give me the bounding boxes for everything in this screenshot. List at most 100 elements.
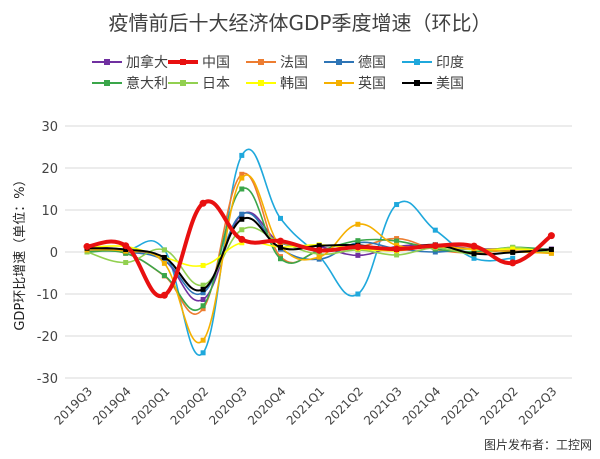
x-tick-label: 2020Q1 [129,384,173,428]
legend-marker [414,80,420,86]
data-point [394,236,400,242]
data-point [278,215,283,221]
legend-marker [104,59,110,65]
y-tick-label: 10 [41,204,58,219]
data-point [161,257,167,263]
legend-label: 英国 [358,75,386,92]
data-point [239,216,245,222]
legend-label: 韩国 [280,76,308,92]
legend-marker [104,80,110,86]
legend-label: 意大利 [126,75,168,92]
data-point [355,291,361,297]
data-point [239,186,245,192]
data-point [200,303,206,309]
data-point [355,252,361,258]
legend-marker [180,80,186,86]
legend-label: 印度 [436,55,464,71]
data-point [238,235,246,243]
data-point [432,227,438,233]
data-point [239,211,245,217]
legend-label: 中国 [202,55,230,71]
x-tick-label: 2022Q2 [477,384,521,428]
data-point [239,171,245,177]
data-point [470,242,478,250]
data-point [547,232,555,240]
x-tick-label: 2019Q4 [90,384,134,428]
y-tick-label: -10 [37,288,58,303]
x-tick-label: 2020Q4 [245,384,289,428]
data-point [199,199,207,207]
data-point [277,237,284,245]
data-point [278,244,283,250]
data-point [200,296,206,302]
data-point [510,249,516,255]
data-point [510,246,516,252]
legend-marker [258,59,264,65]
x-tick-label: 2019Q3 [52,384,96,428]
data-point [278,256,283,262]
data-point [355,238,361,244]
legend-marker [336,80,342,86]
data-point [200,286,206,292]
legend-label: 日本 [202,76,230,92]
data-point [548,246,554,252]
watermark: 图片发布者：工控网 [483,436,592,453]
chart-title: 疫情前后十大经济体GDP季度增速（环比） [109,11,492,35]
data-point [161,254,167,260]
data-point [510,255,516,261]
x-tick-label: 2020Q3 [206,384,250,428]
data-point [316,251,322,257]
data-point [509,259,517,267]
data-point [200,306,206,312]
data-point [160,291,168,299]
data-point [200,350,206,356]
legend-marker [414,59,420,65]
x-tick-label: 2021Q4 [400,384,444,428]
data-point [239,152,245,158]
data-point [432,249,438,255]
data-point [83,243,91,251]
data-point [393,245,401,253]
data-point [161,273,167,279]
data-point [316,243,322,249]
legend-label: 德国 [358,55,386,71]
data-point [431,242,439,250]
data-point [354,243,362,251]
y-axis-label: GDP环比增速（单位：%） [13,173,28,330]
legend-marker [336,59,342,65]
y-tick-label: 30 [41,120,58,135]
data-point [200,337,206,343]
data-point [471,251,477,257]
data-point [161,260,167,266]
data-point [239,175,245,181]
data-point [471,255,477,261]
y-tick-label: -20 [37,330,58,345]
legend-label: 法国 [280,55,308,71]
data-point [315,246,323,254]
data-point [123,246,129,252]
legend-label: 加拿大 [126,54,168,71]
data-point [239,227,245,233]
legend-marker [180,59,186,65]
data-point [394,238,400,244]
data-point [200,282,206,288]
data-point [394,252,400,258]
data-point [316,254,322,260]
data-point [394,202,400,208]
x-tick-label: 2021Q2 [322,384,366,428]
x-tick-label: 2020Q2 [168,384,212,428]
data-point [548,250,554,256]
data-point [122,242,130,250]
legend-label: 美国 [436,76,464,92]
legend-marker [258,80,264,86]
x-tick-label: 2021Q1 [284,384,328,428]
y-tick-label: 20 [41,162,58,177]
data-point [200,262,206,268]
data-point [200,290,206,296]
x-tick-label: 2022Q1 [439,384,483,428]
x-tick-label: 2022Q3 [516,384,560,428]
x-tick-label: 2021Q3 [361,384,405,428]
data-point [355,221,361,227]
data-point [161,247,167,253]
